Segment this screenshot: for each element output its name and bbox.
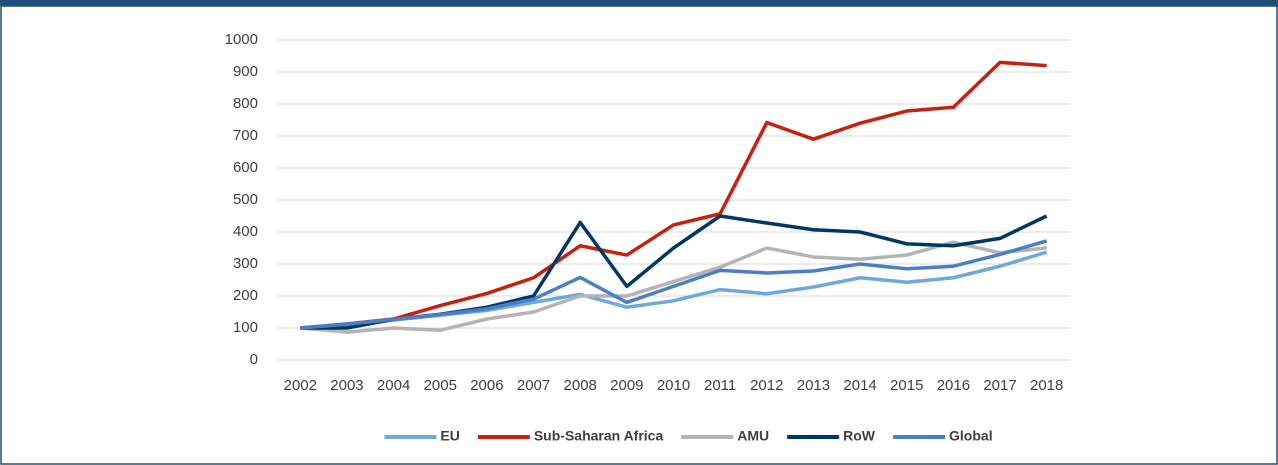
y-tick-label: 800 [233, 95, 258, 112]
y-tick-label: 100 [233, 319, 258, 336]
series-line [300, 240, 1047, 334]
x-tick-label: 2012 [750, 377, 783, 394]
x-tick-label: 2010 [657, 377, 690, 394]
x-tick-label: 2013 [797, 377, 830, 394]
x-tick-label: 2016 [937, 377, 970, 394]
frame [0, 5, 1278, 465]
x-tick-label: 2002 [284, 377, 317, 394]
x-tick-label: 2007 [517, 377, 550, 394]
x-tick-label: 2008 [564, 377, 597, 394]
x-tick-label: 2015 [890, 377, 923, 394]
series-line [300, 239, 1048, 330]
x-tick-label: 2005 [424, 377, 457, 394]
y-tick-label: 600 [233, 159, 258, 176]
x-tick-label: 2018 [1030, 377, 1063, 394]
x-tick-label: 2014 [843, 377, 876, 394]
y-tick-label: 400 [233, 223, 258, 240]
x-tick-label: 2011 [704, 377, 736, 394]
y-tick-label: 900 [233, 63, 258, 80]
legend-label: EU [440, 428, 459, 444]
top-bar [0, 0, 1278, 6]
x-tick-label: 2017 [983, 377, 1016, 394]
y-tick-label: 200 [233, 287, 258, 304]
y-tick-label: 1000 [225, 31, 258, 48]
y-tick-label: 0 [250, 351, 258, 368]
legend-label: Sub-Saharan Africa [534, 428, 664, 444]
x-tick-label: 2009 [610, 377, 643, 394]
y-tick-label: 500 [233, 191, 258, 208]
legend-label: AMU [737, 428, 769, 444]
x-tick-label: 2003 [330, 377, 363, 394]
x-tick-label: 2004 [377, 377, 410, 394]
x-tick-label: 2006 [470, 377, 503, 394]
legend-label: RoW [843, 428, 876, 444]
legend-label: Global [949, 428, 993, 444]
series-line [300, 60, 1047, 330]
y-tick-label: 300 [233, 255, 258, 272]
series-line [300, 214, 1048, 330]
y-tick-label: 700 [233, 127, 258, 144]
